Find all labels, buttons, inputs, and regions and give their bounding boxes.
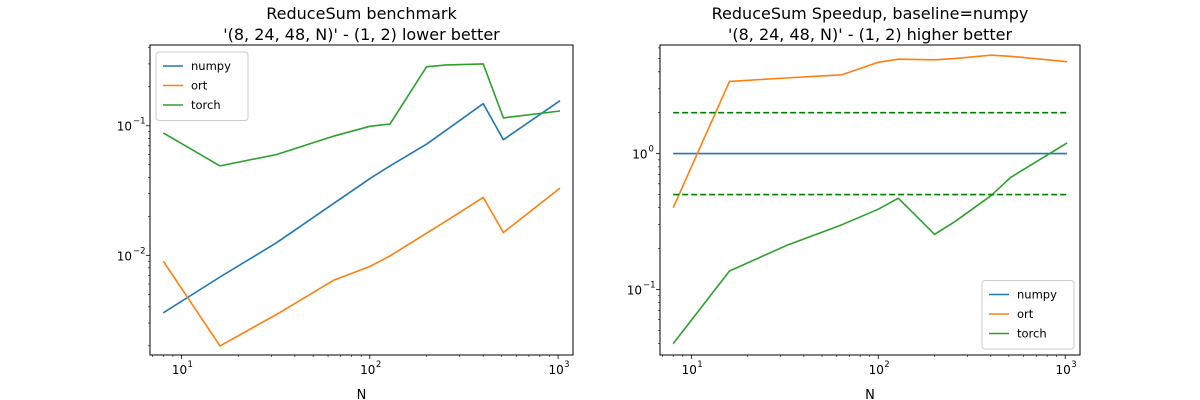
legend-label: numpy (1017, 288, 1057, 302)
legend-label: ort (191, 79, 208, 93)
y-tick-label: 10 −1 (117, 117, 146, 134)
x-tick-exponent: 1 (697, 360, 702, 370)
plot-area (672, 54, 1068, 345)
x-tick-exponent: 3 (564, 360, 569, 370)
x-tick-exponent: 3 (1071, 360, 1076, 370)
y-tick-exponent: 0 (649, 145, 654, 155)
series-line-ort (162, 187, 561, 347)
axes-frame (149, 44, 574, 356)
series-line-torch (672, 142, 1068, 345)
axes-frame (659, 44, 1081, 356)
x-tick-exponent: 1 (188, 360, 193, 370)
series-line-torch (162, 63, 561, 167)
x-tick-base: 10 (548, 363, 563, 377)
x-tick-base: 10 (360, 363, 375, 377)
legend-item-numpy: numpy (989, 288, 1057, 302)
x-axis-label: N (865, 388, 875, 400)
chart-panel-2: ReduceSum Speedup, baseline=numpy '(8, 24… (627, 4, 1081, 400)
legend-label: numpy (191, 59, 231, 73)
x-tick-label: 10 2 (869, 360, 890, 377)
legend: numpy ort torch (155, 51, 249, 121)
y-tick-exponent: −1 (133, 117, 146, 127)
x-tick-exponent: 2 (376, 360, 381, 370)
x-axis-label: N (357, 388, 367, 400)
legend-label: torch (191, 98, 221, 112)
legend-item-numpy: numpy (163, 59, 231, 73)
x-tick-label: 10 1 (172, 360, 193, 377)
legend-item-ort: ort (163, 79, 208, 93)
plot-area (162, 63, 561, 347)
x-tick-base: 10 (682, 363, 697, 377)
y-tick-base: 10 (117, 249, 132, 263)
legend-label: torch (1017, 327, 1047, 341)
y-tick-base: 10 (117, 120, 132, 134)
y-tick-exponent: −1 (643, 281, 656, 291)
chart-panel-1: ReduceSum benchmark '(8, 24, 48, N)' - (1… (117, 4, 574, 400)
x-tick-base: 10 (172, 363, 187, 377)
legend-label: ort (1017, 307, 1034, 321)
chart-title-line-1: ReduceSum Speedup, baseline=numpy (712, 4, 1029, 23)
legend-box (981, 280, 1075, 350)
legend-item-torch: torch (989, 327, 1047, 341)
legend-item-ort: ort (989, 307, 1034, 321)
y-tick-label: 10 0 (632, 145, 654, 162)
y-tick-label: 10 −1 (627, 281, 656, 298)
chart-title-line-1: ReduceSum benchmark (266, 4, 457, 23)
x-tick-label: 10 2 (360, 360, 381, 377)
y-tick-exponent: −2 (133, 246, 146, 256)
chart-title-line-2: '(8, 24, 48, N)' - (1, 2) higher better (728, 25, 1012, 44)
x-tick-base: 10 (1056, 363, 1071, 377)
chart-title-line-2: '(8, 24, 48, N)' - (1, 2) lower better (223, 25, 500, 44)
y-tick-base: 10 (627, 284, 642, 298)
x-tick-label: 10 3 (1056, 360, 1077, 377)
series-line-numpy (162, 100, 561, 314)
x-tick-base: 10 (869, 363, 884, 377)
legend: numpy ort torch (981, 280, 1075, 350)
series-line-ort (672, 54, 1068, 209)
x-tick-label: 10 3 (548, 360, 569, 377)
legend-box (155, 51, 249, 121)
y-tick-base: 10 (632, 148, 647, 162)
x-tick-label: 10 1 (682, 360, 703, 377)
x-tick-exponent: 2 (884, 360, 889, 370)
y-tick-label: 10 −2 (117, 246, 146, 263)
legend-item-torch: torch (163, 98, 221, 112)
